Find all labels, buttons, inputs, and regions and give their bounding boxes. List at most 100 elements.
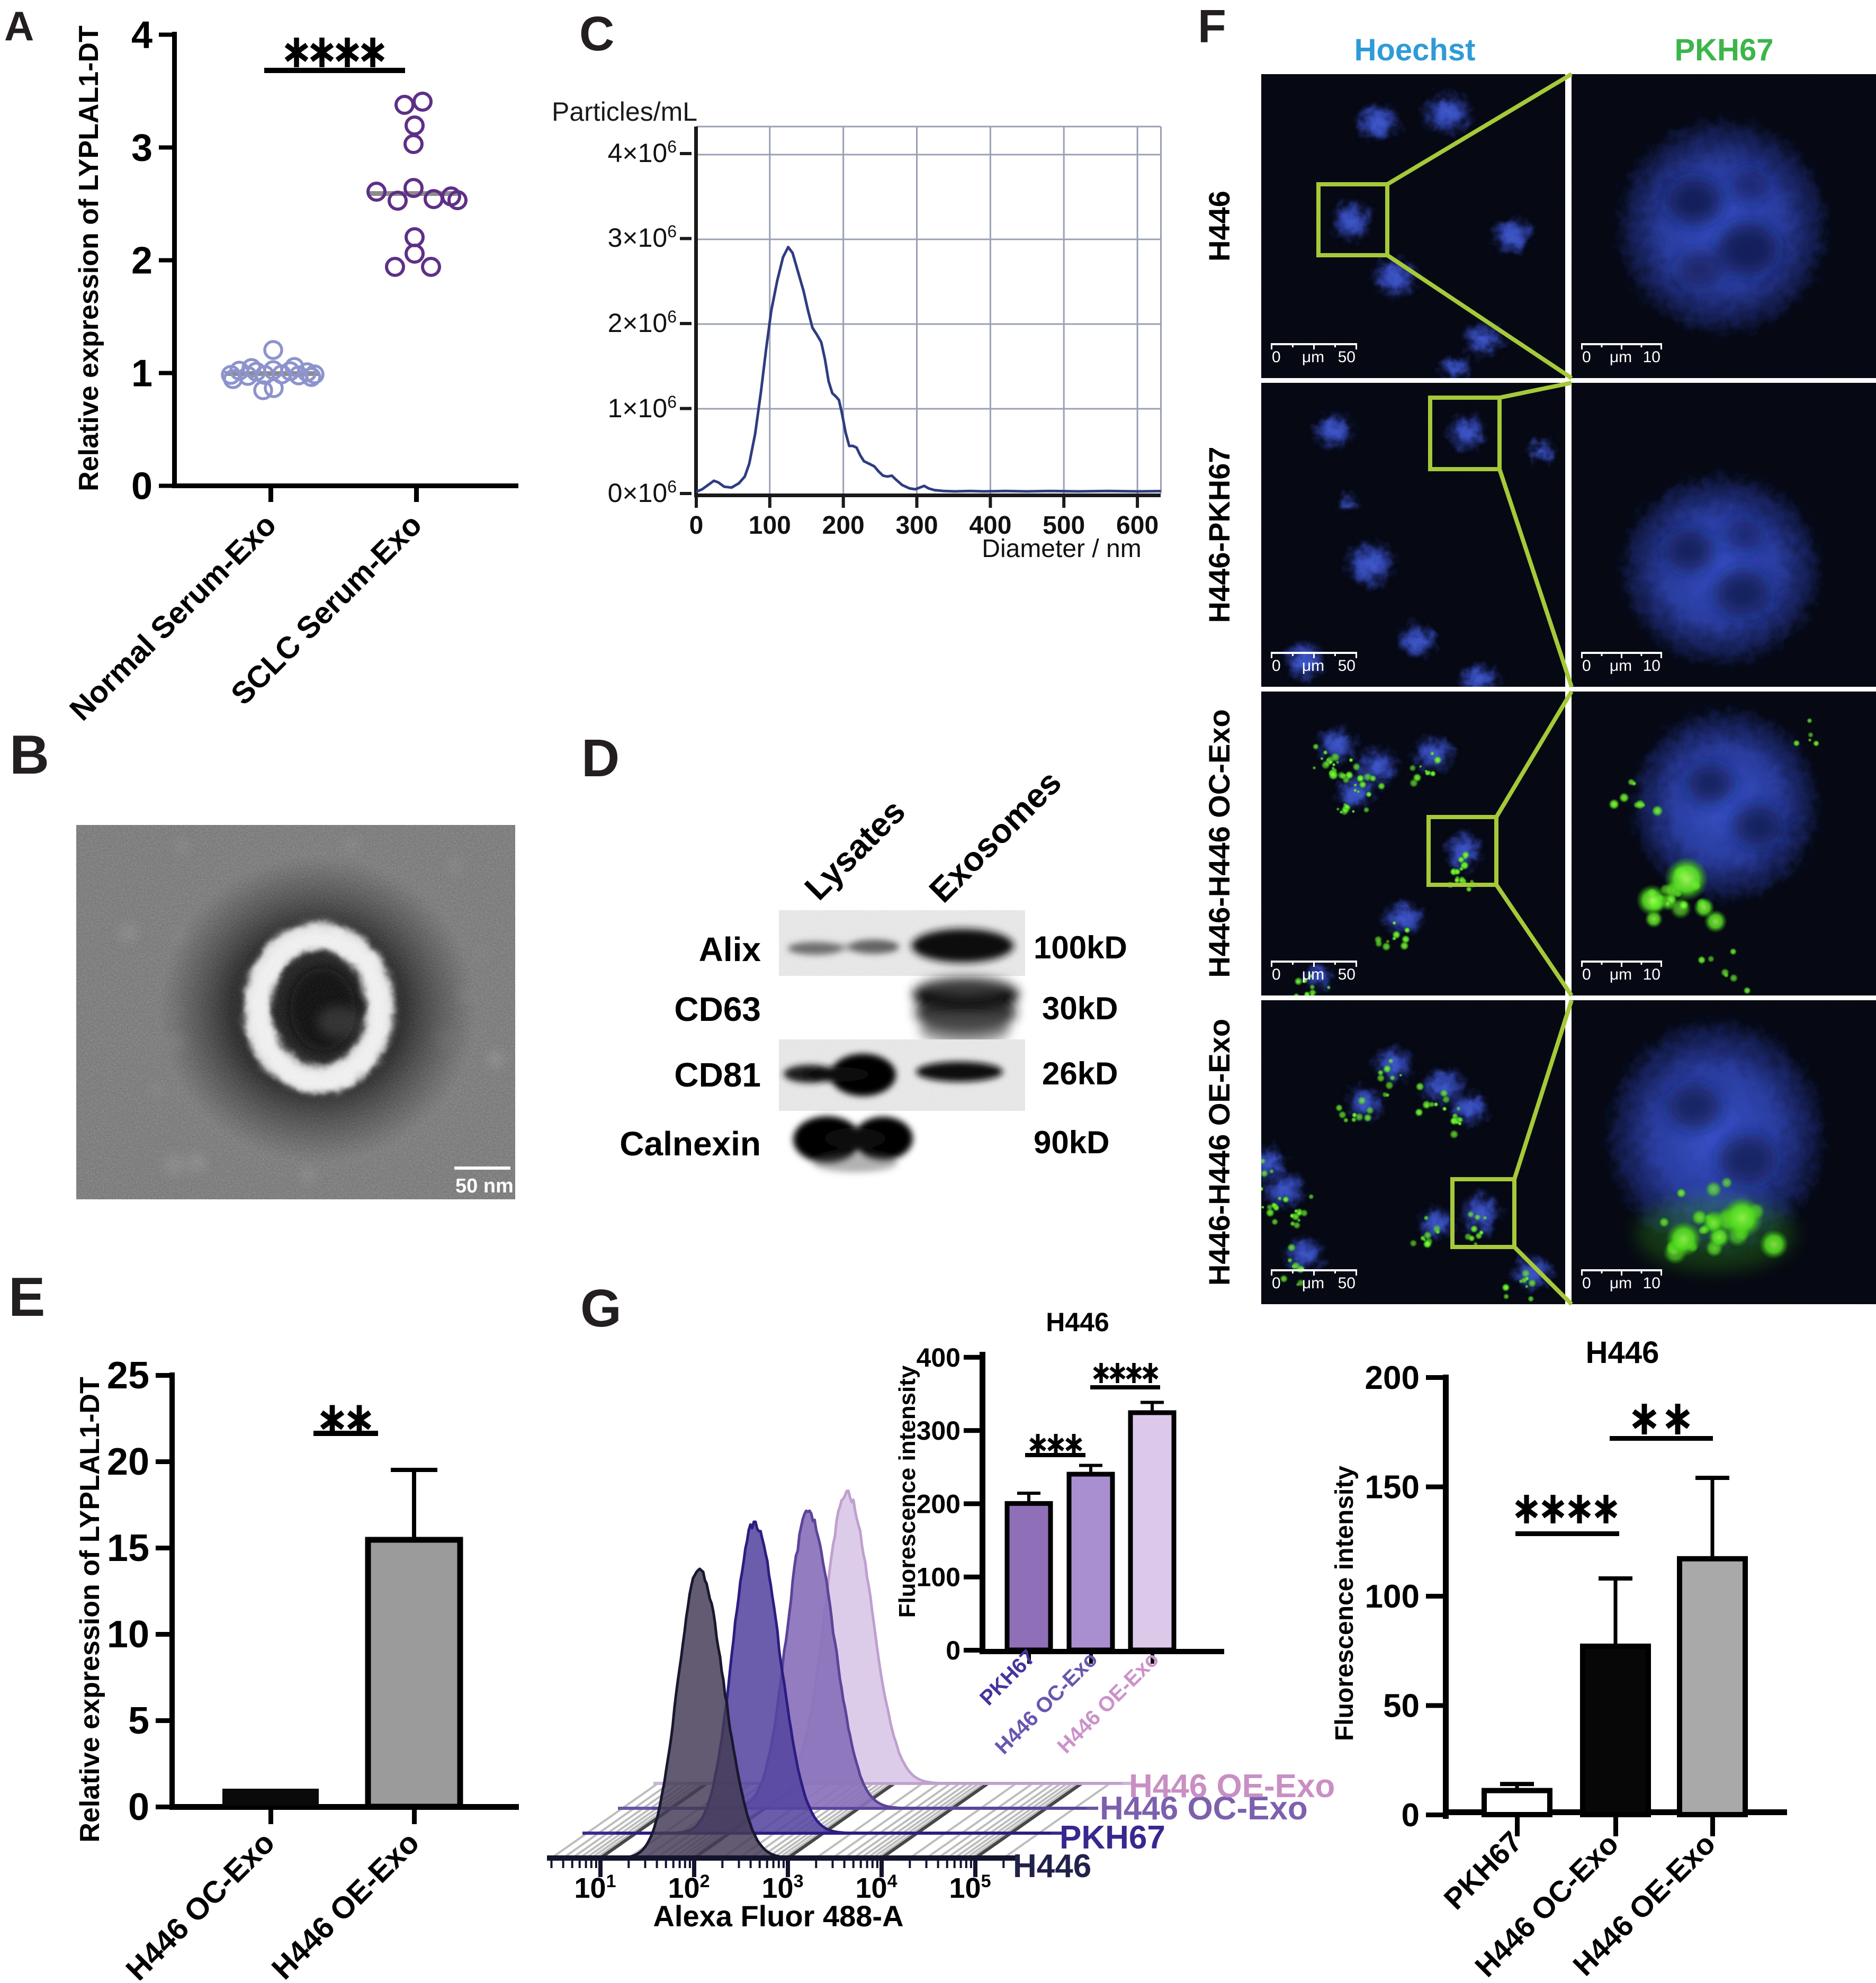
svg-text:300: 300 — [917, 1416, 961, 1446]
svg-text:50: 50 — [1338, 966, 1356, 983]
svg-text:4: 4 — [131, 14, 152, 57]
svg-text:0: 0 — [1272, 348, 1281, 366]
svg-text:10: 10 — [1643, 348, 1660, 366]
svg-text:0: 0 — [1582, 966, 1591, 983]
svg-text:PKH67: PKH67 — [1675, 33, 1774, 67]
svg-text:20: 20 — [107, 1441, 149, 1483]
svg-text:H446-H446 OC-Exo: H446-H446 OC-Exo — [1202, 709, 1236, 977]
svg-text:3×106: 3×106 — [608, 222, 677, 253]
svg-text:0: 0 — [1582, 1275, 1591, 1292]
svg-text:0: 0 — [131, 465, 152, 508]
svg-text:μm: μm — [1302, 966, 1324, 983]
svg-text:H446-PKH67: H446-PKH67 — [1202, 446, 1236, 623]
svg-text:1: 1 — [131, 353, 152, 395]
svg-text:CD63: CD63 — [674, 990, 761, 1028]
svg-text:0: 0 — [946, 1636, 961, 1665]
svg-text:CD81: CD81 — [674, 1056, 761, 1094]
svg-text:Exosomes: Exosomes — [922, 763, 1069, 910]
svg-text:2: 2 — [131, 240, 152, 282]
svg-text:F: F — [1198, 0, 1226, 52]
svg-text:A: A — [4, 3, 34, 49]
svg-text:Lysates: Lysates — [797, 792, 913, 908]
svg-text:PKH67: PKH67 — [975, 1645, 1040, 1710]
svg-text:H446: H446 — [1046, 1307, 1109, 1337]
svg-text:μm: μm — [1302, 1275, 1324, 1292]
svg-text:0: 0 — [128, 1786, 149, 1828]
svg-text:26kD: 26kD — [1042, 1056, 1118, 1091]
svg-text:H446 OC-Exo: H446 OC-Exo — [1100, 1790, 1308, 1827]
svg-text:H446: H446 — [1586, 1335, 1659, 1370]
svg-text:μm: μm — [1302, 348, 1324, 366]
svg-text:H446 OE-Exo: H446 OE-Exo — [265, 1825, 426, 1980]
svg-text:400: 400 — [917, 1343, 961, 1372]
svg-text:5: 5 — [128, 1700, 149, 1742]
svg-text:μm: μm — [1610, 657, 1632, 675]
svg-text:102: 102 — [668, 1871, 710, 1904]
svg-text:μm: μm — [1302, 657, 1324, 675]
svg-text:B: B — [10, 724, 49, 786]
svg-text:μm: μm — [1610, 966, 1632, 983]
svg-text:15: 15 — [107, 1527, 149, 1569]
svg-text:10: 10 — [107, 1613, 149, 1656]
svg-text:105: 105 — [949, 1871, 991, 1904]
svg-text:Calnexin: Calnexin — [620, 1125, 761, 1163]
svg-text:90kD: 90kD — [1034, 1125, 1109, 1160]
svg-text:Diameter / nm: Diameter / nm — [982, 535, 1141, 563]
svg-text:0: 0 — [1582, 657, 1591, 675]
svg-text:4×106: 4×106 — [608, 137, 677, 168]
svg-text:100kD: 100kD — [1034, 930, 1127, 965]
svg-text:0: 0 — [1582, 348, 1591, 366]
svg-text:0: 0 — [1272, 1275, 1281, 1292]
svg-text:C: C — [579, 7, 614, 61]
svg-text:μm: μm — [1610, 348, 1632, 366]
svg-text:600: 600 — [1116, 512, 1159, 540]
svg-text:Fluorescence intensity: Fluorescence intensity — [894, 1365, 920, 1618]
svg-text:E: E — [8, 1267, 45, 1328]
svg-text:400: 400 — [969, 512, 1011, 540]
svg-text:D: D — [581, 729, 620, 788]
svg-text:200: 200 — [917, 1489, 961, 1519]
svg-text:Hoechst: Hoechst — [1354, 33, 1476, 67]
svg-text:G: G — [580, 1279, 622, 1338]
svg-text:50: 50 — [1338, 657, 1356, 675]
svg-text:100: 100 — [917, 1563, 961, 1592]
svg-text:50: 50 — [1338, 348, 1356, 366]
svg-text:PKH67: PKH67 — [1060, 1819, 1165, 1856]
svg-text:101: 101 — [575, 1871, 616, 1904]
svg-text:H446 OC-Exo: H446 OC-Exo — [119, 1825, 281, 1980]
svg-text:μm: μm — [1610, 1275, 1632, 1292]
svg-text:1×106: 1×106 — [608, 392, 677, 423]
svg-text:10: 10 — [1643, 657, 1660, 675]
svg-text:0: 0 — [1272, 657, 1281, 675]
svg-text:200: 200 — [1365, 1360, 1420, 1396]
svg-text:0×106: 0×106 — [608, 477, 677, 508]
svg-text:Fluorescence intensity: Fluorescence intensity — [1331, 1466, 1359, 1741]
svg-text:100: 100 — [1365, 1578, 1420, 1615]
svg-text:50: 50 — [1338, 1275, 1356, 1292]
svg-text:PKH67: PKH67 — [1437, 1825, 1528, 1916]
svg-text:25: 25 — [107, 1354, 149, 1397]
svg-text:200: 200 — [822, 512, 865, 540]
svg-text:10: 10 — [1643, 1275, 1660, 1292]
svg-text:H446: H446 — [1013, 1848, 1091, 1885]
svg-text:50 nm: 50 nm — [455, 1175, 514, 1197]
svg-text:10: 10 — [1643, 966, 1660, 983]
svg-text:500: 500 — [1043, 512, 1085, 540]
svg-text:3: 3 — [131, 127, 152, 169]
svg-text:H446 OE-Exo: H446 OE-Exo — [1129, 1768, 1335, 1805]
svg-text:Particles/mL: Particles/mL — [552, 97, 697, 127]
svg-text:H446-H446 OE-Exo: H446-H446 OE-Exo — [1202, 1019, 1236, 1286]
svg-text:Alix: Alix — [699, 930, 761, 968]
svg-text:300: 300 — [895, 512, 938, 540]
svg-text:100: 100 — [749, 512, 791, 540]
svg-text:H446: H446 — [1202, 191, 1236, 262]
svg-text:0: 0 — [1272, 966, 1281, 983]
svg-text:150: 150 — [1365, 1469, 1420, 1506]
svg-text:0: 0 — [1402, 1797, 1420, 1834]
svg-text:Relative expression of LYPLAL1: Relative expression of LYPLAL1-DT — [74, 25, 104, 491]
svg-text:Relative expression of LYPLAL1: Relative expression of LYPLAL1-DT — [75, 1377, 105, 1843]
svg-text:0: 0 — [689, 512, 704, 540]
svg-text:30kD: 30kD — [1042, 991, 1118, 1026]
svg-text:50: 50 — [1383, 1688, 1420, 1725]
svg-text:2×106: 2×106 — [608, 307, 677, 338]
